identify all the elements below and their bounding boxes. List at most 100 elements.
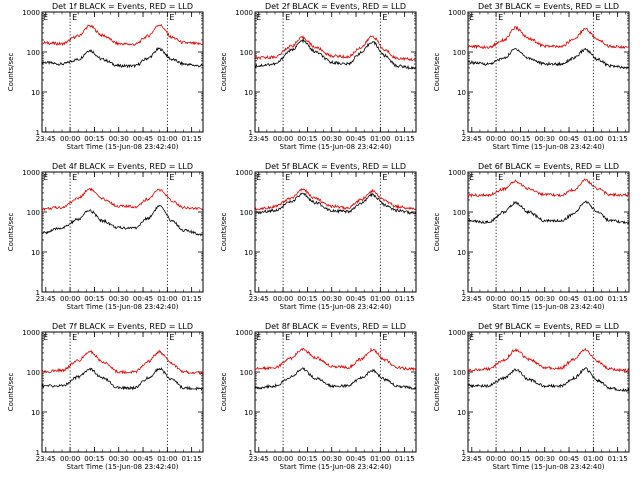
chart-title: Det 1f BLACK = Events, RED = LLD — [52, 2, 193, 11]
x-tick-label: 00:30 — [109, 295, 129, 303]
y-tick-label: 10 — [31, 249, 40, 257]
y-tick-label: 10 — [457, 89, 466, 97]
y-tick-label: 100 — [27, 369, 40, 377]
marker-label: E — [382, 173, 387, 182]
y-axis-label: Counts/sec — [7, 373, 15, 412]
x-tick-label: 01:00 — [583, 295, 603, 303]
marker-label: E — [595, 13, 600, 22]
plot-frame — [41, 11, 204, 133]
marker-label: E — [498, 333, 503, 342]
x-tick-label: 01:15 — [608, 135, 628, 143]
chart-panel: Det 7f BLACK = Events, RED = LLD 1 10 100 10… — [7, 322, 204, 471]
chart-title: Det 7f BLACK = Events, RED = LLD — [52, 322, 193, 331]
x-tick-label: 01:00 — [157, 135, 177, 143]
marker-label: E — [498, 13, 503, 22]
x-tick-label: 00:45 — [346, 455, 366, 463]
marker-label: E — [256, 333, 261, 342]
plot-frame — [467, 331, 630, 453]
lld-series-line — [41, 187, 204, 212]
chart-title: Det 5f BLACK = Events, RED = LLD — [265, 162, 406, 171]
y-tick-label: 1 — [249, 129, 253, 137]
x-tick-label: 23:45 — [249, 455, 269, 463]
y-tick-label: 1000 — [22, 9, 40, 17]
chart-title: Det 2f BLACK = Events, RED = LLD — [265, 2, 406, 11]
marker-label: E — [169, 173, 174, 182]
y-tick-label: 1000 — [235, 9, 253, 17]
x-axis-label: Start Time (15-Jun-08 23:42:40) — [280, 463, 392, 471]
x-tick-label: 01:00 — [157, 295, 177, 303]
x-tick-label: 00:30 — [322, 135, 342, 143]
events-series-line — [467, 367, 630, 393]
events-series-line — [467, 200, 630, 225]
x-tick-label: 01:00 — [583, 135, 603, 143]
x-tick-label: 00:45 — [133, 295, 153, 303]
x-tick-label: 00:30 — [535, 135, 555, 143]
y-tick-label: 1 — [462, 289, 466, 297]
y-axis-label: Counts/sec — [220, 373, 228, 412]
lld-series-line — [467, 178, 630, 199]
events-series-line — [467, 47, 630, 70]
x-tick-label: 00:00 — [60, 455, 80, 463]
x-tick-label: 00:00 — [273, 295, 293, 303]
x-tick-label: 01:00 — [370, 295, 390, 303]
y-tick-label: 100 — [453, 209, 466, 217]
x-tick-label: 01:00 — [583, 455, 603, 463]
chart-title: Det 4f BLACK = Events, RED = LLD — [52, 162, 193, 171]
x-tick-label: 00:15 — [297, 295, 317, 303]
x-tick-label: 00:15 — [84, 135, 104, 143]
x-tick-label: 00:15 — [297, 455, 317, 463]
marker-label: E — [382, 13, 387, 22]
chart-panel: Det 8f BLACK = Events, RED = LLD 1 10 100 10… — [220, 322, 417, 471]
y-tick-label: 1000 — [448, 169, 466, 177]
y-axis-label: Counts/sec — [220, 213, 228, 252]
x-tick-label: 01:15 — [608, 455, 628, 463]
x-tick-label: 00:45 — [133, 135, 153, 143]
y-axis-label: Counts/sec — [433, 53, 441, 92]
x-tick-label: 00:00 — [60, 295, 80, 303]
marker-label: E — [169, 333, 174, 342]
y-tick-label: 1000 — [448, 329, 466, 337]
chart-panel: Det 5f BLACK = Events, RED = LLD 1 10 100 10… — [220, 162, 417, 311]
x-tick-label: 00:00 — [486, 455, 506, 463]
x-tick-label: 00:15 — [84, 295, 104, 303]
x-tick-label: 01:15 — [395, 455, 415, 463]
chart-title: Det 8f BLACK = Events, RED = LLD — [265, 322, 406, 331]
x-tick-label: 00:45 — [559, 455, 579, 463]
x-tick-label: 00:45 — [346, 135, 366, 143]
y-axis-label: Counts/sec — [220, 53, 228, 92]
y-tick-label: 100 — [453, 49, 466, 57]
y-tick-label: 1 — [36, 289, 40, 297]
events-series-line — [254, 192, 417, 215]
chart-panel: Det 2f BLACK = Events, RED = LLD 1 10 100 10… — [220, 2, 417, 151]
lld-series-line — [41, 349, 204, 375]
marker-label: E — [43, 333, 48, 342]
chart-panel: Det 6f BLACK = Events, RED = LLD 1 10 100 10… — [433, 162, 630, 311]
x-axis-label: Start Time (15-Jun-08 23:42:40) — [67, 463, 179, 471]
marker-label: E — [469, 173, 474, 182]
x-tick-label: 00:45 — [346, 295, 366, 303]
y-axis-label: Counts/sec — [433, 373, 441, 412]
y-tick-label: 100 — [240, 49, 253, 57]
plot-frame — [254, 331, 417, 453]
x-tick-label: 00:00 — [486, 295, 506, 303]
marker-label: E — [285, 13, 290, 22]
plot-frame — [41, 331, 204, 453]
x-tick-label: 00:15 — [510, 295, 530, 303]
y-tick-label: 1000 — [448, 9, 466, 17]
y-tick-label: 10 — [457, 249, 466, 257]
y-axis-label: Counts/sec — [7, 213, 15, 252]
x-tick-label: 01:00 — [370, 455, 390, 463]
lld-series-line — [41, 23, 204, 47]
x-tick-label: 00:00 — [60, 135, 80, 143]
y-tick-label: 10 — [244, 89, 253, 97]
x-tick-label: 00:00 — [273, 135, 293, 143]
marker-label: E — [169, 13, 174, 22]
events-series-line — [41, 205, 203, 237]
lld-series-line — [254, 34, 417, 62]
marker-label: E — [43, 13, 48, 22]
chart-title: Det 3f BLACK = Events, RED = LLD — [478, 2, 619, 11]
marker-label: E — [256, 13, 261, 22]
x-tick-label: 23:45 — [36, 295, 56, 303]
marker-label: E — [285, 173, 290, 182]
